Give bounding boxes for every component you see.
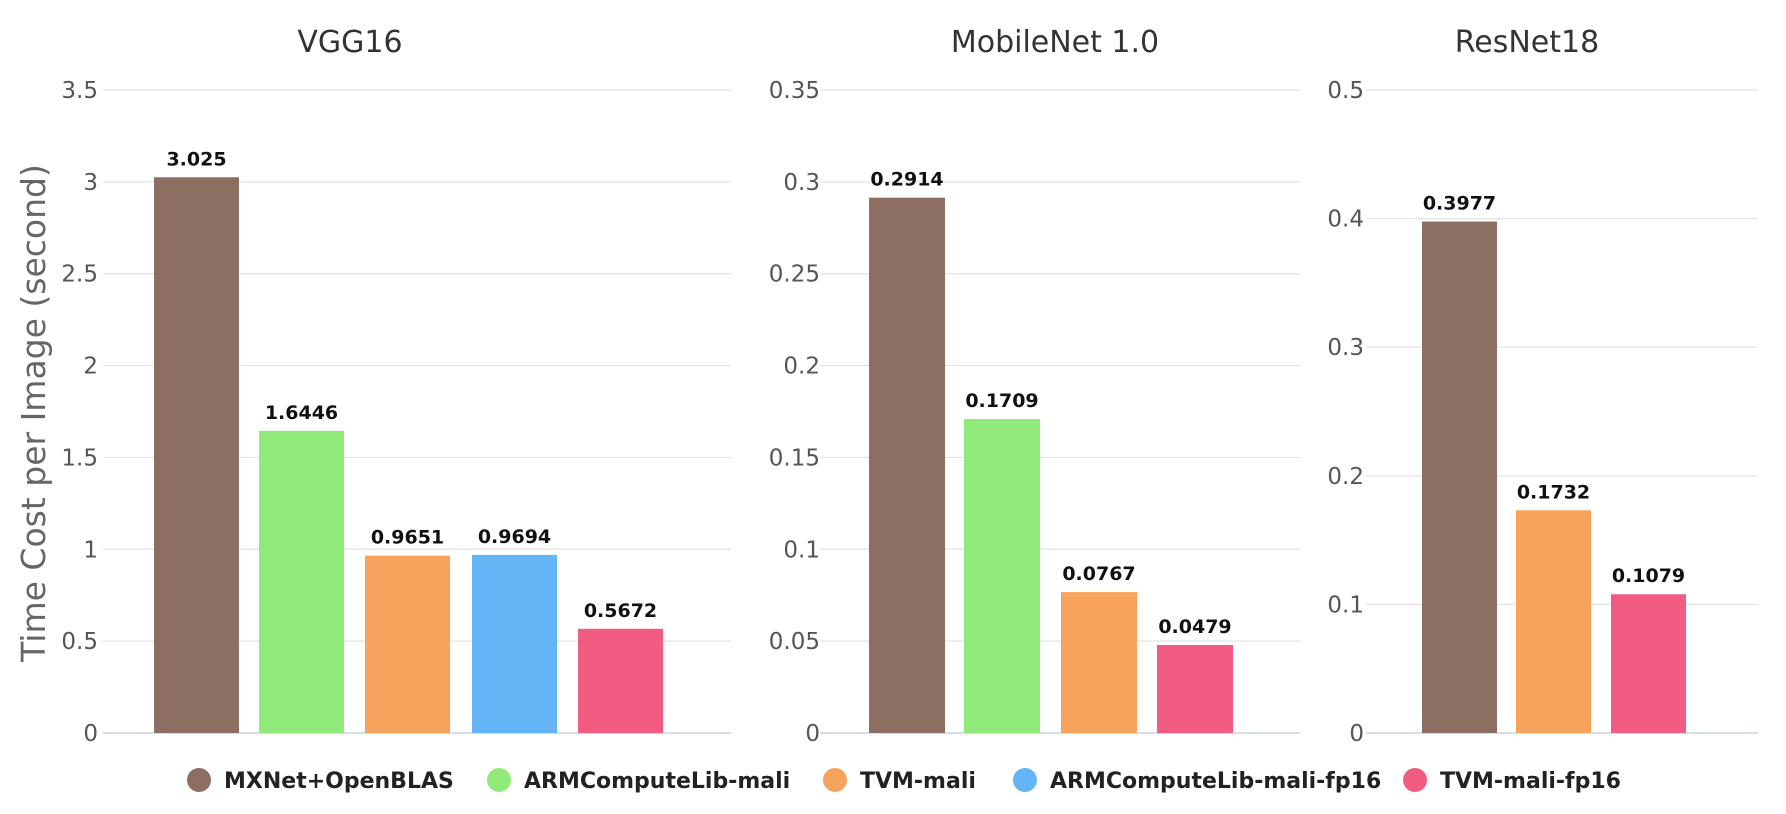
y-tick-label: 0.2 <box>1327 464 1364 490</box>
y-tick-label: 0.05 <box>769 629 820 655</box>
legend-item: MXNet+OpenBLAS <box>187 768 454 794</box>
data-label: 0.1079 <box>1612 565 1685 587</box>
bar <box>869 197 945 734</box>
y-tick-label: 0.35 <box>769 78 820 104</box>
data-label: 0.1732 <box>1517 481 1590 503</box>
y-tick-label: 3.5 <box>61 78 98 104</box>
y-tick-label: 0 <box>83 721 98 747</box>
bar <box>365 555 450 733</box>
y-tick-label: 0.25 <box>769 262 820 288</box>
y-tick-label: 0 <box>1349 721 1364 747</box>
legend-marker <box>1403 768 1427 792</box>
bar <box>964 419 1040 733</box>
y-tick-label: 2.5 <box>61 262 98 288</box>
chart-panel: ResNet18 0 0.1 0.2 0.3 0.4 0.5 0.3977 0.1732 0.10… <box>1327 25 1758 747</box>
data-label: 0.9694 <box>478 526 551 548</box>
y-tick-label: 0.5 <box>1327 78 1364 104</box>
legend-label: ARMComputeLib-mali <box>524 769 790 794</box>
y-tick-label: 0.2 <box>783 354 820 380</box>
bar <box>1611 594 1686 733</box>
data-label: 0.9651 <box>371 527 444 549</box>
y-tick-label: 2 <box>83 354 98 380</box>
bar <box>259 430 344 733</box>
y-tick-label: 0.1 <box>1327 592 1364 618</box>
legend-label: TVM-mali <box>860 769 976 794</box>
legend-item: TVM-mali <box>823 768 976 794</box>
data-label: 1.6446 <box>265 402 338 424</box>
y-tick-label: 0 <box>805 721 820 747</box>
chart-panel: VGG16 0 0.5 1 1.5 2 2.5 3 3.5 3.025 1.6446 0.9651 0.… <box>61 25 731 747</box>
panel-title: ResNet18 <box>1455 25 1599 60</box>
data-label: 3.025 <box>166 148 226 170</box>
legend-item: ARMComputeLib-mali <box>487 768 790 794</box>
y-tick-label: 1 <box>83 537 98 563</box>
data-label: 0.1709 <box>965 390 1038 412</box>
data-label: 0.2914 <box>870 169 943 191</box>
panel-title: VGG16 <box>297 25 402 60</box>
legend-marker <box>487 768 511 792</box>
legend-marker <box>823 768 847 792</box>
chart-panels: VGG16 0 0.5 1 1.5 2 2.5 3 3.5 3.025 1.6446 0.9651 0.… <box>61 25 1758 747</box>
y-tick-label: 0.5 <box>61 629 98 655</box>
bar <box>1061 592 1137 733</box>
y-tick-label: 0.4 <box>1327 207 1364 233</box>
legend-marker <box>187 768 211 792</box>
data-label: 0.0479 <box>1158 616 1231 638</box>
legend-item: TVM-mali-fp16 <box>1403 768 1621 794</box>
y-axis-title: Time Cost per Image (second) <box>14 164 53 663</box>
legend-item: ARMComputeLib-mali-fp16 <box>1013 768 1381 794</box>
legend-label: TVM-mali-fp16 <box>1440 769 1621 794</box>
bar <box>1422 221 1497 733</box>
y-tick-label: 0.3 <box>783 170 820 196</box>
chart-panel: MobileNet 1.0 0 0.05 0.1 0.15 0.2 0.25 0.3 0.35 0… <box>769 25 1300 747</box>
legend-marker <box>1013 768 1037 792</box>
y-tick-label: 1.5 <box>61 445 98 471</box>
bar <box>472 554 557 733</box>
y-tick-label: 3 <box>83 170 98 196</box>
data-label: 0.3977 <box>1423 193 1496 215</box>
bar <box>154 177 239 733</box>
legend: MXNet+OpenBLAS ARMComputeLib-mali TVM-mali… <box>187 768 1621 794</box>
legend-label: ARMComputeLib-mali-fp16 <box>1050 769 1381 794</box>
data-label: 0.5672 <box>584 600 657 622</box>
panel-title: MobileNet 1.0 <box>951 25 1159 60</box>
y-tick-label: 0.3 <box>1327 335 1364 361</box>
bar <box>1516 510 1591 733</box>
y-tick-label: 0.15 <box>769 445 820 471</box>
legend-label: MXNet+OpenBLAS <box>224 769 454 794</box>
y-tick-label: 0.1 <box>783 537 820 563</box>
bar <box>1157 645 1233 733</box>
bar <box>578 628 663 733</box>
data-label: 0.0767 <box>1062 563 1135 585</box>
